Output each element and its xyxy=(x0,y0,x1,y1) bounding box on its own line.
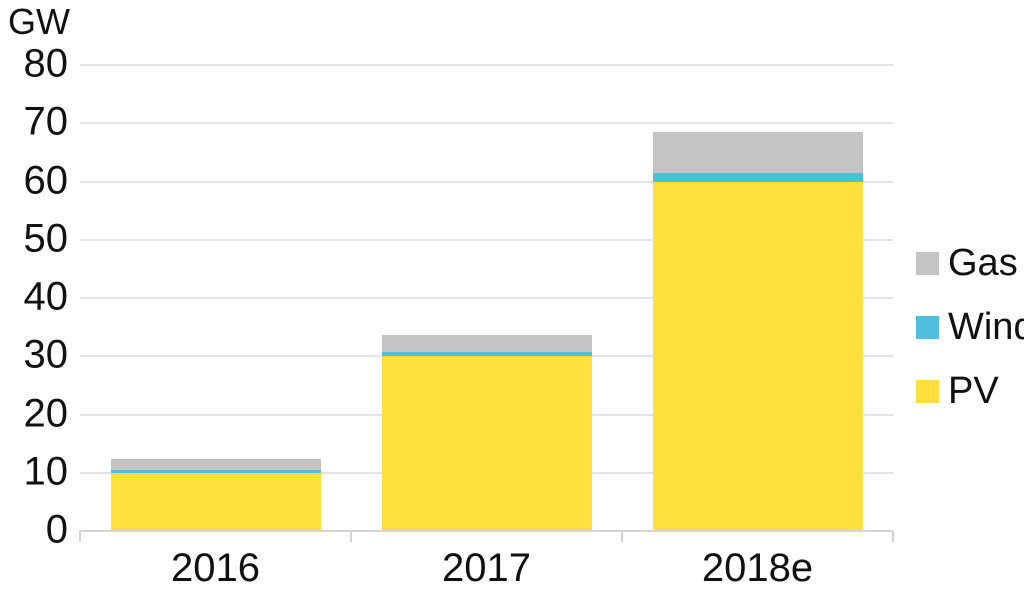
legend-item-gas: Gas xyxy=(916,244,1024,282)
y-tick-label-60: 60 xyxy=(23,158,69,203)
x-axis-tick xyxy=(349,531,352,542)
bar-segment-gas-2017 xyxy=(381,334,592,353)
legend-swatch-wind xyxy=(916,315,939,339)
x-category-label-2017: 2017 xyxy=(442,546,531,590)
y-axis-unit-label: GW xyxy=(8,1,70,42)
bar-segment-wind-2016 xyxy=(110,470,321,473)
bar-segment-gas-2016 xyxy=(110,459,321,471)
bar-segment-gas-2018e xyxy=(652,132,863,173)
legend-swatch-gas xyxy=(916,251,939,275)
plot-area xyxy=(79,64,894,542)
y-tick-label-40: 40 xyxy=(23,274,69,319)
y-tick-label-0: 0 xyxy=(45,507,68,552)
gridline-40 xyxy=(80,297,893,299)
gridline-70 xyxy=(80,122,893,125)
gridline-80 xyxy=(80,64,893,66)
y-tick-label-70: 70 xyxy=(23,99,69,144)
x-axis-line xyxy=(80,530,893,532)
legend-item-wind: Wind xyxy=(916,308,1024,346)
legend: Gas Wind PV xyxy=(916,244,1024,410)
legend-label-pv: PV xyxy=(948,370,999,412)
bar-segment-pv-2018e xyxy=(652,181,863,531)
legend-item-pv: PV xyxy=(916,372,1024,410)
gridline-50 xyxy=(80,238,893,241)
legend-label-gas: Gas xyxy=(948,242,1018,284)
x-category-label-2016: 2016 xyxy=(171,546,260,590)
y-tick-label-80: 80 xyxy=(23,41,69,86)
x-category-label-2018e: 2018e xyxy=(701,546,814,590)
bar-segment-wind-2018e xyxy=(652,172,863,182)
y-tick-label-20: 20 xyxy=(23,391,69,436)
legend-label-wind: Wind xyxy=(948,306,1024,348)
x-axis-tick xyxy=(79,531,81,542)
x-axis-tick xyxy=(620,531,623,542)
x-axis-tick xyxy=(892,531,894,542)
x-axis-category-labels: 2016 2017 2018e xyxy=(0,546,1024,591)
gridline-60 xyxy=(80,180,893,183)
bar-segment-wind-2017 xyxy=(381,352,592,357)
legend-swatch-pv xyxy=(916,379,939,403)
bar-segment-pv-2016 xyxy=(110,472,321,531)
y-axis-tick-labels: 0 10 20 30 40 50 60 70 80 xyxy=(0,0,69,591)
y-tick-label-50: 50 xyxy=(23,216,69,261)
y-tick-label-30: 30 xyxy=(23,332,69,377)
bar-segment-pv-2017 xyxy=(381,356,592,531)
y-tick-label-10: 10 xyxy=(23,449,69,494)
